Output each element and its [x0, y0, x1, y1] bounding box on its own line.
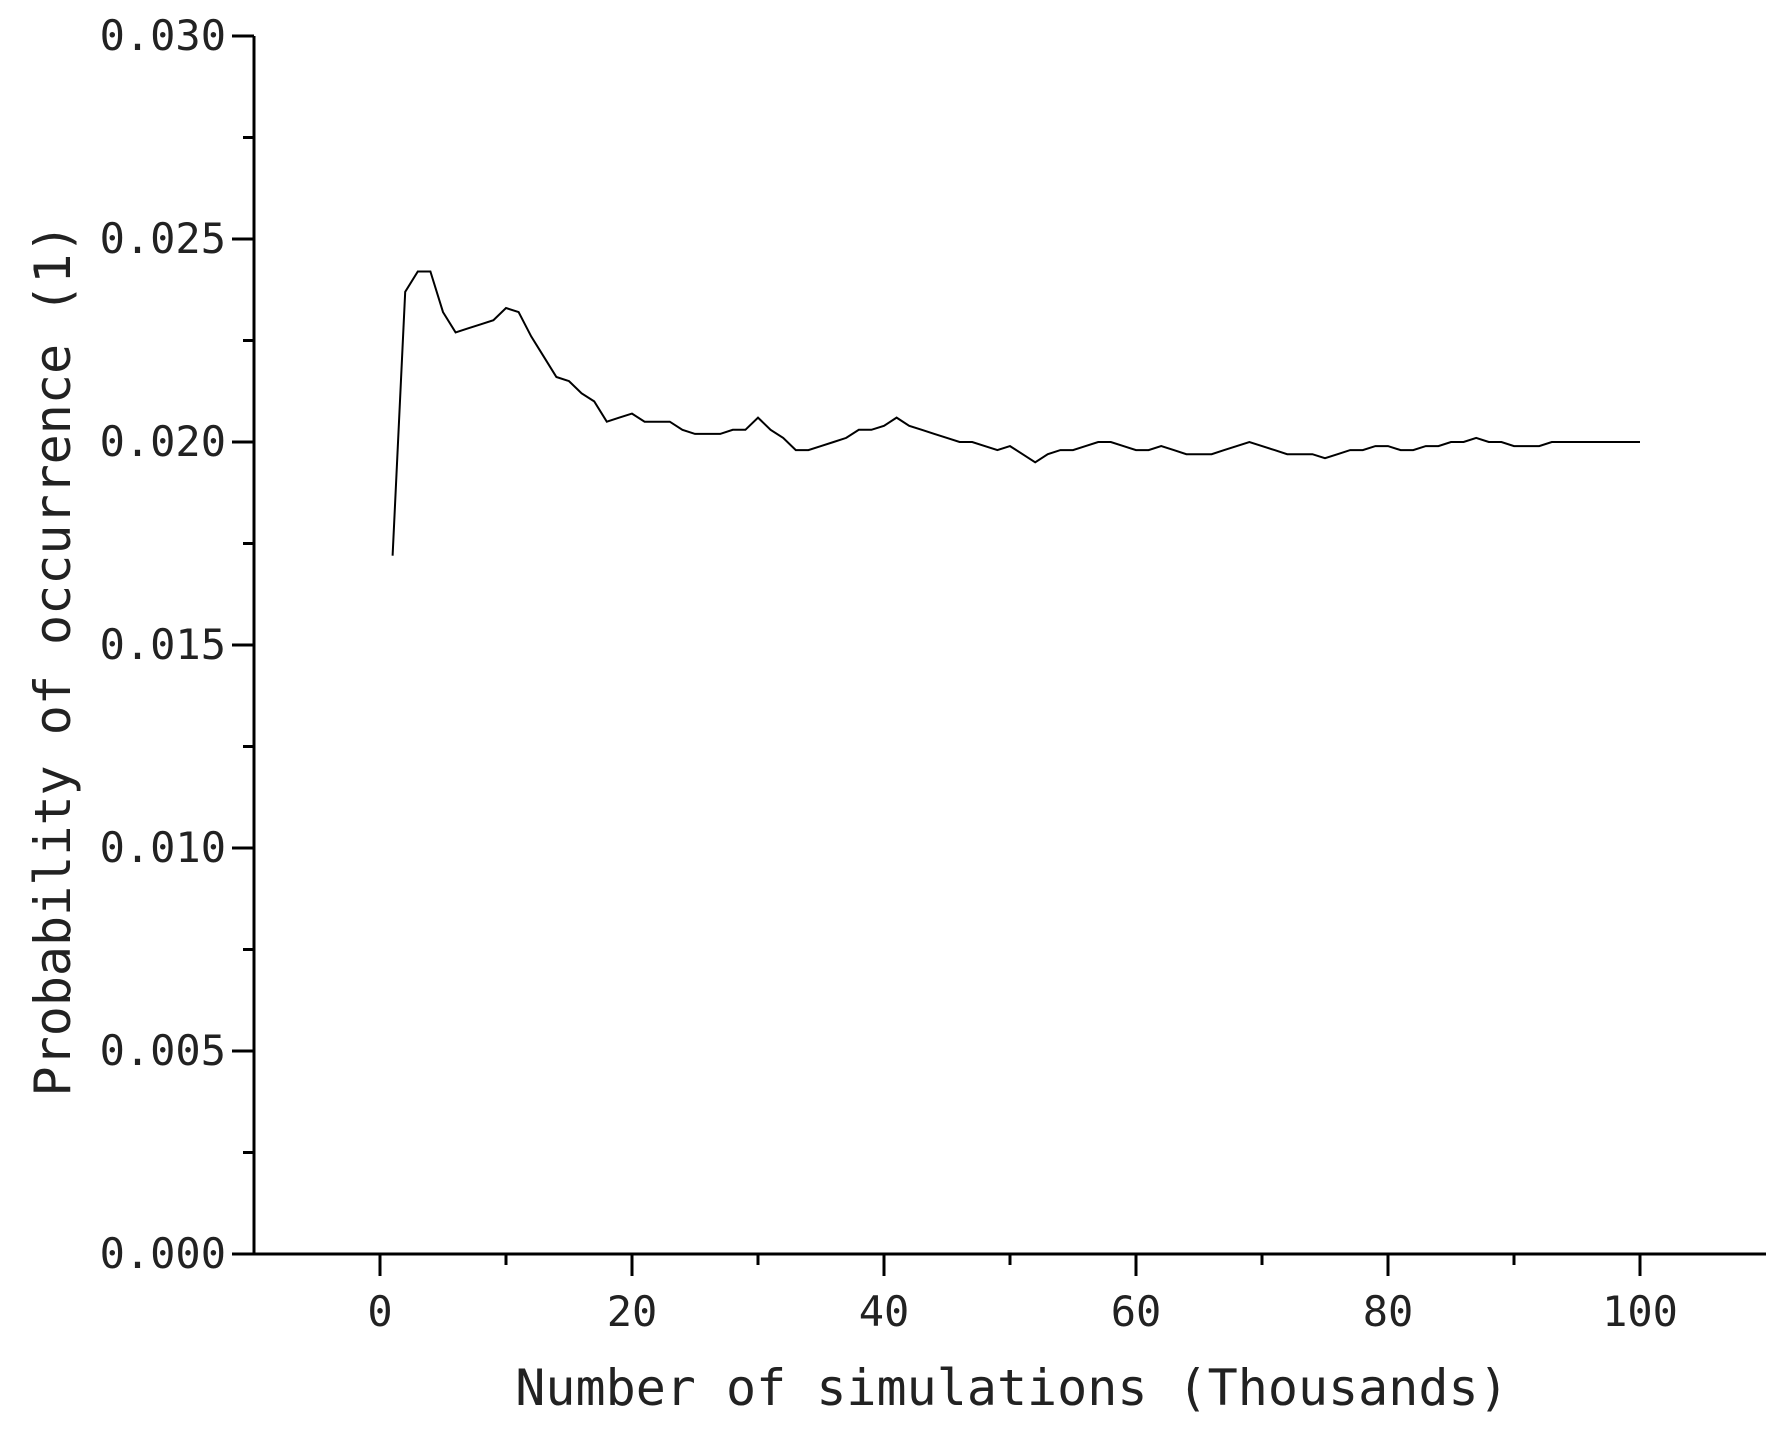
x-tick-label: 40 — [859, 1287, 910, 1336]
y-tick-label: 0.010 — [100, 823, 226, 872]
x-axis: 0 20 40 60 80 100 — [254, 1252, 1766, 1336]
x-tick-label: 80 — [1363, 1287, 1414, 1336]
y-axis-label: Probability of occurrence (1) — [24, 224, 82, 1097]
y-tick-label: 0.030 — [100, 11, 226, 60]
y-tick-label: 0.020 — [100, 417, 226, 466]
y-tick-label: 0.000 — [100, 1229, 226, 1278]
x-tick-label: 0 — [367, 1287, 392, 1336]
x-tick-label: 60 — [1111, 1287, 1162, 1336]
series-group — [391, 270, 1640, 556]
y-tick-label: 0.005 — [100, 1026, 226, 1075]
y-tick-label: 0.015 — [100, 620, 226, 669]
series-line — [391, 270, 1640, 556]
y-tick-label: 0.025 — [100, 214, 226, 263]
x-axis-label: Number of simulations (Thousands) — [515, 1359, 1508, 1417]
x-tick-label: 20 — [607, 1287, 658, 1336]
x-tick-label: 100 — [1602, 1287, 1678, 1336]
y-axis: 0.000 0.005 0.010 0.015 0.020 0.025 0.030 — [100, 11, 256, 1278]
